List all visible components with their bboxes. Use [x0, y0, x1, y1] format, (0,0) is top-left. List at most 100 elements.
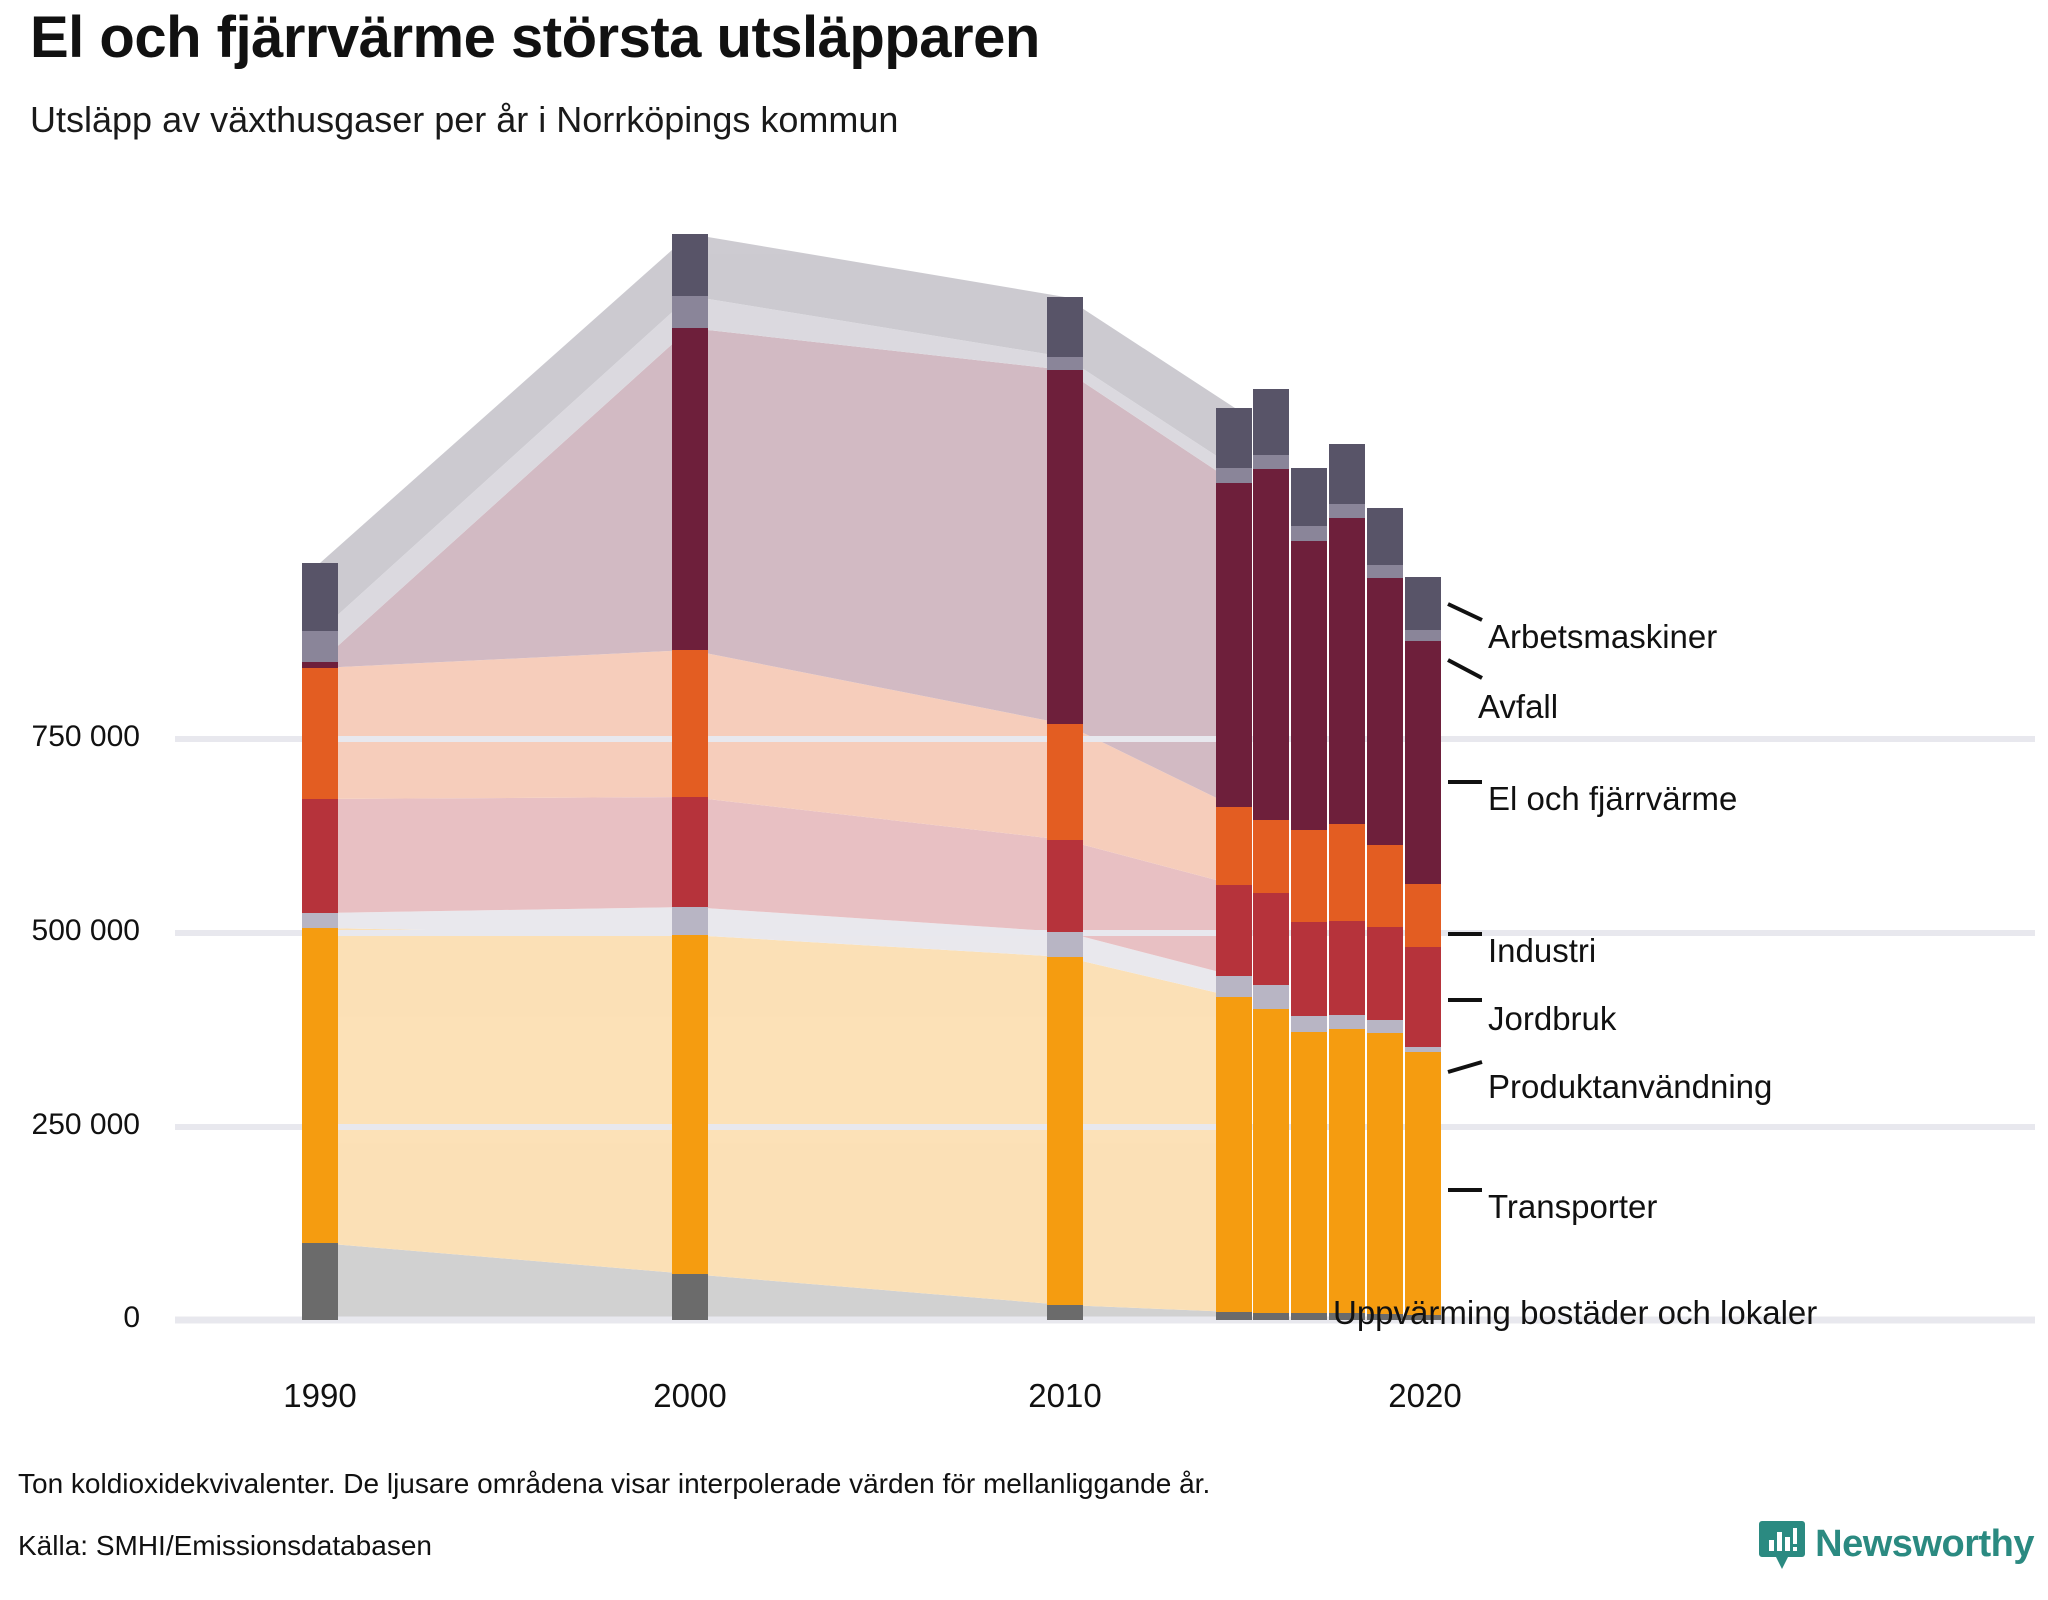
bar-segment-industri[interactable]	[1291, 830, 1327, 922]
bar-group-2020[interactable]	[1405, 577, 1441, 1320]
bar-segment-transporter[interactable]	[1047, 957, 1083, 1305]
series-label-uppvarmning: Uppvärming bostäder och lokaler	[1333, 1294, 1818, 1331]
bar-segment-industri[interactable]	[1047, 724, 1083, 840]
bar-segment-produktanvandning[interactable]	[1047, 932, 1083, 957]
band-jordbruk	[320, 797, 1235, 976]
bar-segment-arbetsmaskiner[interactable]	[1216, 408, 1252, 468]
bar-segment-transporter[interactable]	[1405, 1052, 1441, 1315]
bar-group-2018[interactable]	[1329, 444, 1365, 1320]
bar-segment-arbetsmaskiner[interactable]	[1291, 468, 1327, 526]
source-text: Källa: SMHI/Emissionsdatabasen	[18, 1530, 432, 1561]
bar-segment-arbetsmaskiner[interactable]	[1367, 508, 1403, 565]
bar-segment-arbetsmaskiner[interactable]	[1047, 297, 1083, 357]
bar-segment-industri[interactable]	[302, 668, 338, 799]
bar-segment-jordbruk[interactable]	[1047, 840, 1083, 932]
stacked-bar-chart-svg	[175, 234, 2035, 1324]
bar-segment-produktanvandning[interactable]	[672, 907, 708, 935]
bar-segment-el-fjarrvarme[interactable]	[1047, 370, 1083, 724]
bar-segment-jordbruk[interactable]	[1367, 927, 1403, 1020]
bar-segment-avfall[interactable]	[302, 631, 338, 662]
bar-segment-produktanvandning[interactable]	[302, 913, 338, 928]
bar-segment-transporter[interactable]	[672, 935, 708, 1274]
bar-segment-uppvarmning[interactable]	[302, 1243, 338, 1320]
bar-segment-jordbruk[interactable]	[1405, 947, 1441, 1047]
bar-segment-transporter[interactable]	[1253, 1009, 1289, 1313]
bar-segment-industri[interactable]	[1367, 845, 1403, 927]
bar-segment-avfall[interactable]	[672, 296, 708, 328]
bar-segment-avfall[interactable]	[1253, 455, 1289, 469]
newsworthy-mark-icon	[1759, 1521, 1806, 1569]
bar-segment-jordbruk[interactable]	[1291, 922, 1327, 1016]
bar-segment-transporter[interactable]	[1216, 997, 1252, 1312]
series-label-produktanvandning: Produktanvändning	[1488, 1068, 1773, 1105]
bar-segment-el-fjarrvarme[interactable]	[1253, 469, 1289, 820]
bar-segment-transporter[interactable]	[1291, 1032, 1327, 1313]
bar-segment-produktanvandning[interactable]	[1253, 985, 1289, 1009]
bar-segment-uppvarmning[interactable]	[1253, 1313, 1289, 1320]
footnote-text: Ton koldioxidekvivalenter. De ljusare om…	[18, 1468, 1211, 1499]
bar-segment-jordbruk[interactable]	[672, 797, 708, 907]
bar-segment-el-fjarrvarme[interactable]	[1367, 578, 1403, 845]
bar-segment-produktanvandning[interactable]	[1367, 1020, 1403, 1033]
bar-segment-arbetsmaskiner[interactable]	[1405, 577, 1441, 630]
bar-group-2016[interactable]	[1253, 389, 1289, 1320]
bar-segment-arbetsmaskiner[interactable]	[1253, 389, 1289, 455]
bar-segment-avfall[interactable]	[1047, 357, 1083, 370]
bar-segment-uppvarmning[interactable]	[1291, 1313, 1327, 1320]
y-tick-label-750000: 750 000	[31, 720, 140, 753]
bar-segment-produktanvandning[interactable]	[1405, 1047, 1441, 1052]
bar-group-2019[interactable]	[1367, 508, 1403, 1320]
bar-segment-industri[interactable]	[1253, 820, 1289, 893]
bar-segment-el-fjarrvarme[interactable]	[672, 328, 708, 650]
bar-segment-industri[interactable]	[1405, 884, 1441, 947]
bar-segment-uppvarmning[interactable]	[672, 1274, 708, 1320]
bar-segment-arbetsmaskiner[interactable]	[302, 563, 338, 631]
bar-group-1990[interactable]	[302, 563, 338, 1320]
bar-segment-uppvarmning[interactable]	[1367, 1314, 1403, 1320]
newsworthy-logo[interactable]: Newsworthy	[1759, 1518, 2034, 1570]
bar-segment-uppvarmning[interactable]	[1329, 1313, 1365, 1320]
band-uppvarmning	[320, 1243, 1235, 1320]
bar-segment-transporter[interactable]	[302, 928, 338, 1243]
chart-footer: Ton koldioxidekvivalenter. De ljusare om…	[18, 1468, 2030, 1562]
bar-segment-el-fjarrvarme[interactable]	[1405, 641, 1441, 884]
bar-segment-uppvarmning[interactable]	[1405, 1315, 1441, 1320]
bar-segment-industri[interactable]	[672, 650, 708, 797]
bar-segment-el-fjarrvarme[interactable]	[1291, 541, 1327, 830]
bar-group-2000[interactable]	[672, 234, 708, 1320]
band-produktanvandning	[320, 907, 1235, 997]
bar-segment-jordbruk[interactable]	[302, 799, 338, 913]
annotation-leader-lines	[1447, 602, 1483, 1192]
bar-segment-arbetsmaskiner[interactable]	[1329, 444, 1365, 504]
bar-segment-produktanvandning[interactable]	[1216, 976, 1252, 997]
bar-segment-avfall[interactable]	[1367, 565, 1403, 578]
bar-segment-el-fjarrvarme[interactable]	[1329, 518, 1365, 824]
bar-segment-transporter[interactable]	[1329, 1029, 1365, 1313]
bar-segment-produktanvandning[interactable]	[1329, 1015, 1365, 1029]
bar-segment-industri[interactable]	[1216, 807, 1252, 885]
bar-segment-avfall[interactable]	[1291, 526, 1327, 541]
bar-segment-uppvarmning[interactable]	[1047, 1305, 1083, 1320]
bar-segment-avfall[interactable]	[1405, 630, 1441, 641]
bar-segment-avfall[interactable]	[1216, 468, 1252, 483]
bar-segment-produktanvandning[interactable]	[1291, 1016, 1327, 1032]
bar-segment-el-fjarrvarme[interactable]	[1216, 483, 1252, 807]
bar-segment-avfall[interactable]	[1329, 504, 1365, 518]
bar-segment-el-fjarrvarme[interactable]	[302, 662, 338, 668]
bar-segment-arbetsmaskiner[interactable]	[672, 234, 708, 296]
bar-segment-jordbruk[interactable]	[1216, 885, 1252, 976]
bar-group-2015[interactable]	[1216, 408, 1252, 1320]
series-label-jordbruk: Jordbruk	[1488, 1000, 1617, 1037]
bar-segment-transporter[interactable]	[1367, 1033, 1403, 1314]
series-label-transporter: Transporter	[1488, 1188, 1658, 1225]
bar-group-2010[interactable]	[1047, 297, 1083, 1320]
band-industri	[320, 650, 1235, 885]
bar-group-2017[interactable]	[1291, 468, 1327, 1320]
bar-segment-uppvarmning[interactable]	[1216, 1312, 1252, 1320]
x-tick-label-2010: 2010	[1028, 1377, 1102, 1414]
bar-segment-industri[interactable]	[1329, 824, 1365, 921]
newsworthy-wordmark: Newsworthy	[1815, 1522, 2034, 1565]
leader-line-arbetsmaskiner	[1447, 602, 1483, 622]
bar-segment-jordbruk[interactable]	[1253, 893, 1289, 985]
bar-segment-jordbruk[interactable]	[1329, 921, 1365, 1015]
